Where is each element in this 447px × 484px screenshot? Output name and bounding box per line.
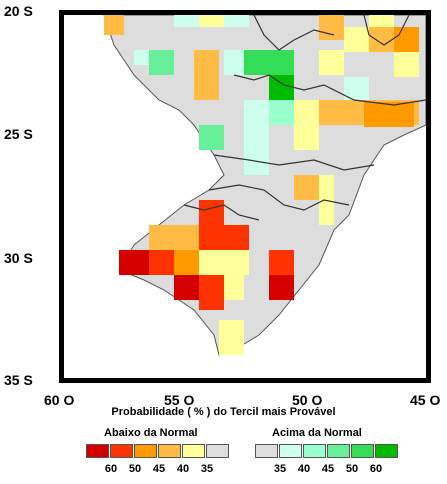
lon-label-60o: 60 O <box>44 392 75 408</box>
borders <box>183 15 426 221</box>
legend-above-tick: 35 <box>273 463 287 475</box>
legend-below-tick: 40 <box>176 463 190 475</box>
legend-above-swatch <box>255 444 278 458</box>
legend-below-tick: 60 <box>104 463 118 475</box>
legend-below-tick: 45 <box>152 463 166 475</box>
lon-label-55o: 55 O <box>164 392 195 408</box>
legend-above-tick: 60 <box>369 463 383 475</box>
legend-below-tick: 50 <box>128 463 142 475</box>
legend-below-swatch <box>158 444 181 458</box>
legend-below-tick: 35 <box>200 463 214 475</box>
lat-label-20s: 20 S <box>4 3 33 19</box>
legend-below-title: Abaixo da Normal <box>104 427 198 439</box>
legend-below-swatch <box>134 444 157 458</box>
lon-label-45o: 45 O <box>410 392 441 408</box>
legend-above-swatch <box>279 444 302 458</box>
map-caption: Probabilidade ( % ) do Tercil mais Prová… <box>111 406 336 418</box>
forecast-map <box>103 15 426 356</box>
lon-label-50o: 50 O <box>292 392 323 408</box>
legend-above-title: Acima da Normal <box>272 427 362 439</box>
lat-label-30s: 30 S <box>4 250 33 266</box>
legend-above-tick: 50 <box>345 463 359 475</box>
legend-above-swatch <box>303 444 326 458</box>
lat-label-35s: 35 S <box>4 372 33 388</box>
legend-above-swatch <box>327 444 350 458</box>
legend-above-tick: 45 <box>321 463 335 475</box>
legend-below-swatch <box>182 444 205 458</box>
legend-below-swatch <box>206 444 229 458</box>
legend-above-swatch <box>351 444 374 458</box>
map-frame <box>59 10 431 383</box>
lat-label-25s: 25 S <box>4 126 33 142</box>
legend-above-swatch <box>375 444 398 458</box>
legend-below-swatch <box>110 444 133 458</box>
legend-below-swatch <box>86 444 109 458</box>
legend-above-tick: 40 <box>297 463 311 475</box>
probability-cells <box>104 15 419 355</box>
